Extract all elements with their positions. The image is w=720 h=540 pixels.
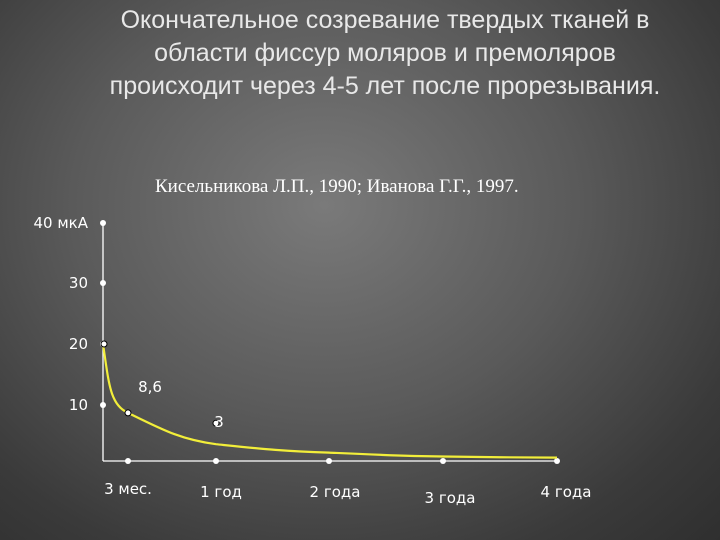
x-tick-label: 2 года (310, 483, 361, 501)
series-point (100, 340, 108, 348)
y-tick-label: 10 (69, 396, 88, 414)
slide-title: Окончательное созревание твердых тканей … (109, 6, 661, 100)
data-label: 8,6 (138, 378, 162, 396)
chart-ticks: 10 20 30 40 мкА 3 мес. 1 год 2 года 3 года 4 год… (34, 214, 592, 507)
x-tick-dot (326, 458, 332, 464)
series-point (212, 419, 220, 427)
x-tick-dot (554, 458, 560, 464)
y-tick-label: 30 (69, 274, 88, 292)
chart-axes (102, 223, 557, 462)
series-point (124, 409, 132, 417)
x-tick-dot (125, 458, 131, 464)
x-tick-label: 4 года (541, 483, 592, 501)
x-tick-dot (440, 458, 446, 464)
y-tick-dot (100, 402, 106, 408)
chart-labels: 8,63 (138, 378, 224, 431)
x-tick-label: 1 год (200, 483, 242, 501)
data-label: 3 (214, 413, 224, 431)
y-tick-label: 40 мкА (34, 214, 89, 232)
source-citation: Кисельникова Л.П., 1990; Иванова Г.Г., 1… (155, 176, 519, 197)
x-tick-label: 3 мес. (104, 480, 152, 498)
y-tick-dot (100, 280, 106, 286)
x-tick-dot (213, 458, 219, 464)
series-line (101, 343, 558, 459)
y-tick-dot (100, 220, 106, 226)
x-tick-label: 3 года (425, 489, 476, 507)
chart-series (100, 340, 558, 459)
y-tick-label: 20 (69, 335, 88, 353)
